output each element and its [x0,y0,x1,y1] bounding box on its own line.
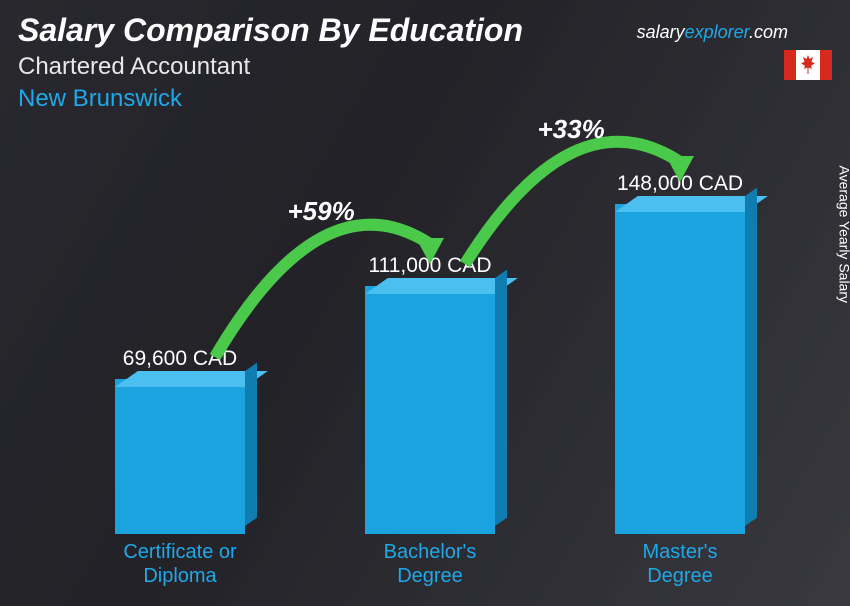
bar [365,286,495,534]
bar [115,379,245,534]
bar-label: Certificate orDiploma [80,540,280,588]
increase-percent: +33% [538,114,605,145]
bar-label: Master'sDegree [580,540,780,588]
brand-suffix: .com [749,22,788,42]
bar-group: 69,600 CADCertificate orDiploma [80,347,280,588]
brand-prefix: salary [637,22,685,42]
bar-group: 111,000 CADBachelor'sDegree [330,254,530,588]
increase-percent: +59% [288,196,355,227]
canada-flag-icon [784,50,832,80]
bar-chart: 69,600 CADCertificate orDiploma111,000 C… [30,88,810,588]
bar-label: Bachelor'sDegree [330,540,530,588]
bar-group: 148,000 CADMaster'sDegree [580,172,780,588]
brand-mid: explorer [685,22,749,42]
bar [615,204,745,534]
y-axis-label: Average Yearly Salary [836,166,850,304]
brand-watermark: salaryexplorer.com [637,22,788,43]
chart-subtitle: Chartered Accountant [18,53,832,81]
